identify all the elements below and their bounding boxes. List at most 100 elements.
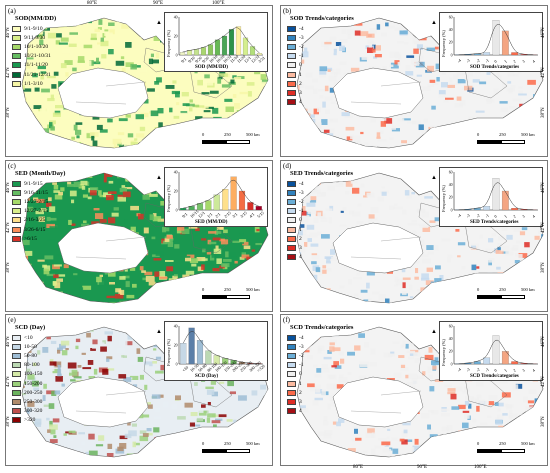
panel-label: (c) [8,162,16,170]
legend-label: -1 [299,53,304,60]
legend-swatch [12,189,21,196]
legend-label: 2 [299,80,302,87]
legend-swatch [12,389,21,396]
legend-item: 4 [287,407,304,416]
legend-swatch [12,43,21,50]
distribution-curve [182,331,260,364]
histogram-svg: 0 20 40 [174,170,263,212]
histogram-bar [200,47,207,56]
histogram-xlabel: SCD Trends/categories [470,374,519,379]
distribution-curve [458,24,534,55]
legend-label: 3/26-6/15 [24,226,46,233]
histogram-bar [511,207,519,211]
histogram-inset: 0 20 40 60 -4 -3 -2 -1 0 1 2 3 4 SOD Trends/categorie… [439,12,543,72]
legend-item: 12/27-2/15 [12,207,48,216]
legend-label: 2/16-3/25 [24,217,46,224]
legend-label: 0 [299,217,302,224]
scale-label-zero: 0 [477,132,480,137]
histogram-bar [492,178,500,211]
legend-item: 0 [287,370,304,379]
legend-item: -2 [287,351,304,360]
legend-item: >320 [12,416,42,425]
histogram-bar [180,207,187,211]
histogram-svg: 0 20 40 60 [449,170,538,212]
legend-item: 300-320 [12,407,42,416]
scale-bar-segment [501,140,525,144]
legend-label: -3 [299,343,304,350]
basin-outline [57,67,149,119]
legend-label: 1 [299,71,302,78]
coord-right-lat: 42°N [541,222,546,233]
histogram-xlabel: SED Trends/categories [470,220,519,225]
legend: -4 -3 -2 -1 0 1 2 3 4 [287,24,304,107]
coord-right-lat: 42°N [541,376,546,387]
legend-swatch [12,53,21,60]
legend-swatch [12,362,21,369]
legend-label: 250-300 [24,398,43,405]
coord-left-lat: 38°N [6,416,11,427]
panel-label: (f) [283,316,290,324]
map-panel-b: (b) SOD Trends/categories -4 -3 -2 -1 0 1 2 3 4 0 20… [280,5,548,157]
north-arrow-icon: ▲ [431,20,437,26]
scale-bar-segment [226,449,250,453]
legend-label: 1 [299,226,302,233]
legend-item: 9/1-9/10 [12,24,51,33]
legend-swatch [287,389,296,396]
legend-item: 50-80 [12,351,42,360]
y-tick-label: 20 [174,189,178,193]
scale-bar-segment [501,449,525,453]
legend-item: -2 [287,42,304,51]
scale-bar [477,140,525,144]
histogram-bar [230,176,237,211]
histogram-bar [205,200,212,211]
basin-outline [332,222,424,274]
legend-swatch [287,99,296,106]
legend-label: 4 [299,99,302,106]
legend-swatch [12,25,21,32]
legend-swatch [287,352,296,359]
legend-label: -2 [299,43,304,50]
map-panel-a: (a) SOD(MM/DD) 9/1-9/10 9/11-9/30 10/1-10/20… [5,5,273,157]
legend-swatch [287,398,296,405]
legend-item: 9/1-9/15 [12,179,48,188]
legend-label: 11/1-11/20 [24,62,48,69]
histogram-bar [247,202,254,211]
coord-right-lat: 38°N [541,107,546,118]
y-tick-label: 60 [449,15,453,19]
map-canvas [21,17,269,149]
legend-swatch [12,71,21,78]
y-tick-label: 20 [174,34,178,38]
scale-bar-segment [477,140,501,144]
legend: 9/1-9/10 9/11-9/30 10/1-10/20 10/21-10/31 11… [12,24,51,88]
scale-label-zero: 0 [477,287,480,292]
histogram-bar [196,340,204,365]
legend-item: 3 [287,397,304,406]
legend-label: 2 [299,389,302,396]
legend-label: 3 [299,244,302,251]
histogram-bar [501,190,509,211]
panel-label: (e) [8,316,16,324]
scale-bar-segment [477,449,501,453]
legend-label: 80-100 [24,362,40,369]
north-arrow-icon: ▲ [156,20,162,26]
inner-boundaries [350,236,422,260]
map-canvas [296,326,544,458]
histogram-bar [511,52,519,56]
coord-left-lat: 46°N [6,336,11,347]
scale-label-end: 500 km [521,287,535,292]
legend-item: <10 [12,333,42,342]
legend-label: 12/27-2/15 [24,198,49,205]
legend-swatch [287,226,296,233]
histogram-bar [483,206,491,211]
legend-item: 0 [287,61,304,70]
y-tick-label: 60 [449,324,453,328]
histogram-ylabel: Frequency (%) [166,339,171,366]
legend-swatch [287,62,296,69]
scale-label-mid: 250 [499,132,506,137]
legend-label: 300-320 [24,408,43,415]
map-panel-e: (e) SCD (Day) <10 10-50 50-80 80-100 100-150 15… [5,314,273,466]
legend-label: -4 [299,180,304,187]
legend-label: -1 [299,362,304,369]
legend-item: 80-100 [12,361,42,370]
panel-label: (d) [283,162,292,170]
